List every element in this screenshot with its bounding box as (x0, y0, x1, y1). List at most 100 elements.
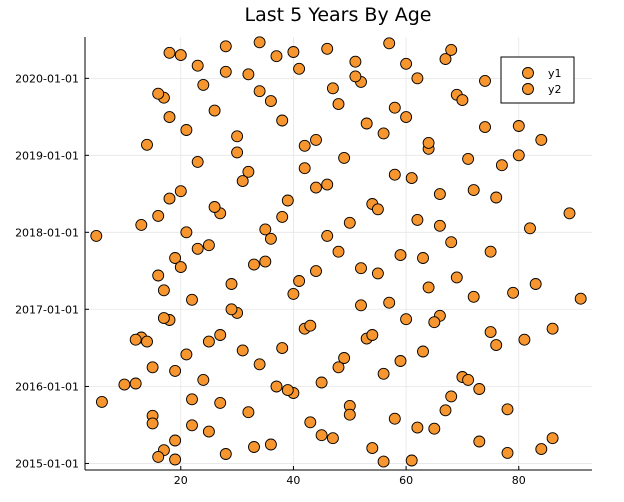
x-tick-label: 40 (286, 474, 300, 487)
data-point-y2 (129, 333, 142, 346)
data-point-y1 (310, 133, 322, 146)
data-point-y1 (242, 68, 255, 81)
data-point-y2 (326, 82, 339, 95)
data-point-y1 (152, 269, 165, 282)
data-point-y1 (433, 188, 446, 201)
data-point-y1 (349, 55, 362, 68)
y-tick-label: 2017-01-01 (15, 303, 79, 316)
data-point-y2 (433, 219, 446, 232)
data-point-y1 (169, 252, 182, 264)
data-point-y1 (315, 376, 328, 389)
data-point-y2 (383, 296, 396, 309)
data-point-y1 (512, 149, 525, 162)
data-point-y2 (321, 229, 334, 242)
data-point-y1 (321, 42, 334, 55)
data-point-y2 (546, 432, 559, 445)
data-point-y2 (118, 378, 131, 391)
legend-label-y2: y2 (548, 83, 562, 96)
data-point-y2 (152, 450, 165, 463)
chart-title: Last 5 Years By Age (245, 4, 432, 26)
data-point-y2 (574, 292, 587, 305)
y-tick-label: 2015-01-01 (15, 457, 79, 470)
data-point-y2 (276, 210, 289, 223)
data-point-y2 (479, 74, 491, 87)
data-point-y1 (129, 377, 142, 390)
data-point-y1 (152, 209, 165, 222)
data-point-y2 (298, 139, 311, 152)
legend-marker-y2 (522, 83, 534, 95)
data-point-y2 (535, 133, 548, 146)
data-point-y1 (400, 111, 413, 124)
data-point-y1 (253, 85, 266, 98)
x-tick-label: 20 (174, 474, 188, 487)
data-point-y1 (462, 152, 475, 165)
data-point-y2 (157, 284, 170, 297)
data-point-y2 (242, 165, 255, 178)
y-tick-label: 2018-01-01 (15, 226, 79, 239)
data-point-y2 (439, 404, 452, 417)
data-point-y1 (293, 62, 306, 75)
x-tick-label: 60 (399, 474, 413, 487)
data-point-y2 (405, 172, 418, 185)
data-point-y2 (495, 159, 508, 172)
data-point-y2 (501, 446, 514, 459)
data-point-y1 (439, 53, 452, 66)
data-point-y1 (180, 124, 193, 136)
data-point-y2 (197, 78, 210, 91)
data-point-y2 (202, 335, 215, 348)
data-point-y1 (490, 191, 503, 204)
data-point-y1 (231, 146, 244, 159)
data-point-y1 (169, 453, 182, 466)
data-point-y2 (366, 329, 379, 341)
data-point-y2 (169, 364, 182, 377)
data-point-y1 (276, 114, 289, 127)
data-point-y2 (400, 57, 413, 70)
data-point-y1 (191, 155, 204, 168)
data-point-y1 (422, 281, 435, 294)
data-point-y2 (490, 339, 503, 352)
data-point-y2 (248, 441, 260, 453)
data-point-y2 (304, 319, 317, 332)
data-point-y1 (163, 46, 176, 59)
data-point-y2 (428, 316, 441, 329)
data-point-y1 (417, 345, 429, 358)
data-point-y2 (287, 46, 300, 58)
data-point-y2 (445, 43, 458, 56)
data-point-y2 (236, 344, 249, 357)
data-point-y2 (214, 396, 227, 409)
data-point-y1 (259, 223, 272, 236)
data-point-y2 (563, 207, 576, 220)
data-point-y2 (310, 181, 322, 194)
data-point-y1 (95, 395, 108, 408)
data-point-y1 (445, 390, 458, 403)
data-point-y1 (377, 127, 390, 140)
data-point-y1 (473, 435, 486, 448)
data-point-y2 (343, 408, 356, 421)
data-point-y1 (332, 245, 345, 258)
data-point-y2 (135, 218, 148, 231)
legend-marker-y1 (522, 67, 534, 79)
data-point-y2 (411, 421, 424, 434)
data-point-y1 (276, 342, 289, 355)
data-point-y2 (484, 245, 497, 258)
y-tick-label: 2019-01-01 (15, 149, 79, 162)
data-point-y2 (388, 101, 401, 114)
data-point-y1 (264, 438, 277, 451)
data-point-y2 (163, 192, 176, 205)
data-point-y2 (355, 262, 367, 275)
data-point-y2 (535, 443, 548, 456)
data-point-y2 (186, 419, 198, 432)
data-point-y1 (202, 239, 215, 252)
data-point-y1 (304, 416, 317, 429)
data-point-y2 (174, 261, 187, 274)
data-point-y2 (456, 94, 469, 107)
data-point-y1 (270, 50, 283, 63)
data-point-y1 (202, 425, 215, 438)
data-point-y1 (141, 138, 153, 151)
data-point-y1 (383, 37, 396, 50)
data-point-y1 (214, 329, 227, 341)
data-point-y2 (467, 184, 480, 197)
data-point-y1 (377, 367, 390, 380)
x-tick-label: 80 (512, 474, 526, 487)
data-point-y2 (253, 36, 266, 49)
